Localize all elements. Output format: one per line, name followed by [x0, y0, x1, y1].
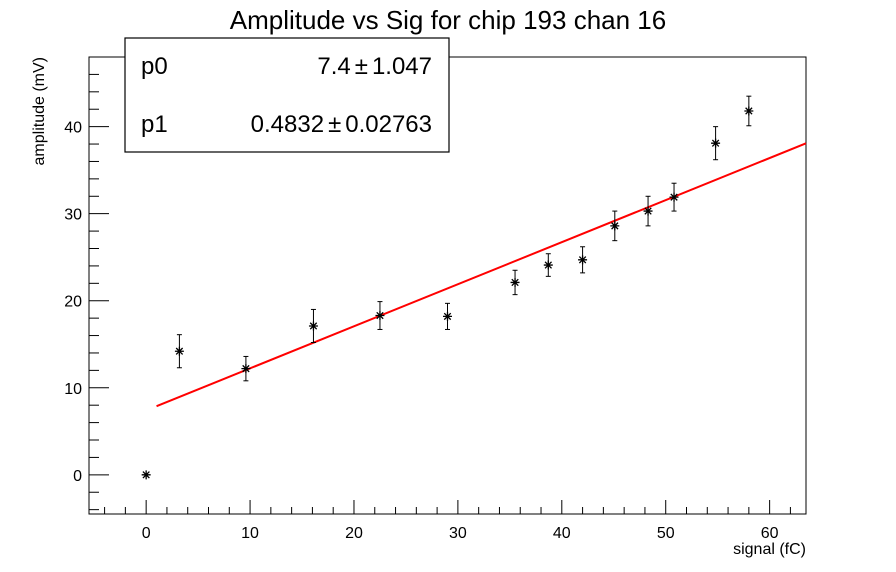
y-tick-label: 30 [64, 207, 82, 224]
star-marker [510, 277, 520, 287]
x-tick-label: 30 [449, 525, 467, 542]
data-point [443, 302, 452, 330]
y-tick-label: 10 [64, 381, 82, 398]
stat-p0-name: p0 [141, 53, 168, 80]
star-marker [241, 364, 251, 374]
fit-stats-border [124, 37, 450, 153]
fit-line [156, 142, 807, 408]
y-tick-label: 0 [73, 468, 82, 485]
star-marker [375, 311, 385, 321]
x-tick-label: 20 [345, 525, 363, 542]
fit-layer [156, 142, 807, 408]
star-marker [578, 255, 588, 265]
star-marker [174, 346, 184, 356]
stat-p1-name: p1 [141, 111, 168, 138]
stat-p1-value: 0.4832 ±0.02763 [251, 111, 432, 138]
y-tick-label: 40 [64, 120, 82, 137]
star-marker [610, 221, 620, 231]
data-point [578, 246, 588, 274]
x-tick-label: 50 [657, 525, 675, 542]
data-point [141, 470, 151, 480]
data-point [669, 182, 679, 212]
chart-title: Amplitude vs Sig for chip 193 chan 16 [230, 5, 666, 35]
star-marker [669, 192, 679, 202]
x-tick-label: 0 [142, 525, 151, 542]
data-point [308, 308, 318, 344]
star-marker [643, 206, 653, 216]
axes: 0 10 20 30 40 50 60 0 10 20 30 40 [64, 56, 807, 542]
data-points [141, 95, 754, 480]
data-point [610, 210, 620, 242]
text-layer: Amplitude vs Sig for chip 193 chan 16 si… [31, 5, 806, 558]
y-axis-title: amplitude (mV) [31, 57, 48, 165]
star-marker [711, 138, 721, 148]
fit-stats-box: p0 7.4 ±1.047 p1 0.4832 ±0.02763 [124, 37, 450, 153]
y-tick-label: 20 [64, 294, 82, 311]
data-point [744, 95, 754, 127]
star-marker [744, 106, 754, 116]
x-tick-label: 10 [241, 525, 259, 542]
x-tick-label: 60 [761, 525, 779, 542]
stat-p0-value: 7.4 ±1.047 [317, 53, 432, 80]
x-axis-title: signal (fC) [733, 541, 806, 558]
data-point [174, 334, 184, 369]
data-point [643, 195, 653, 227]
data-point [711, 126, 721, 161]
data-point [375, 301, 385, 330]
data-point [241, 355, 251, 382]
x-tick-label: 40 [553, 525, 571, 542]
star-marker [543, 260, 553, 270]
data-point [543, 253, 553, 277]
star-marker [443, 311, 452, 321]
star-marker [308, 321, 318, 331]
star-marker [141, 470, 151, 480]
data-point [510, 269, 520, 296]
